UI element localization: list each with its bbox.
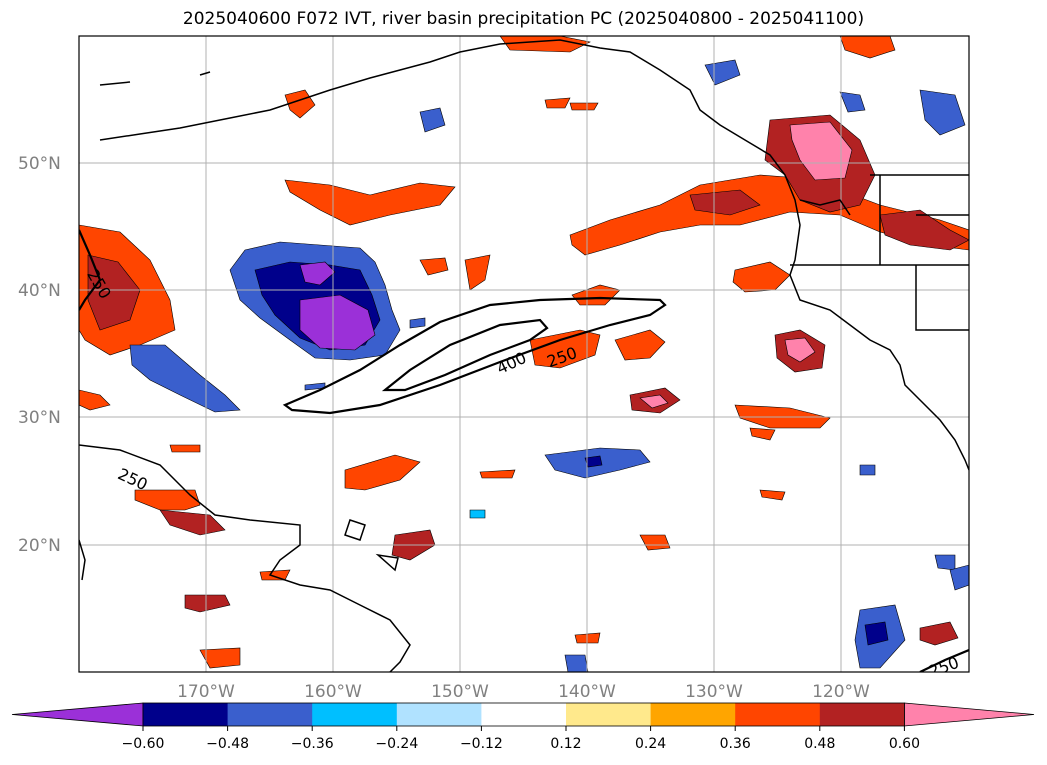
colorbar-segment bbox=[143, 703, 229, 726]
colorbar-extend-max bbox=[904, 702, 1035, 727]
lon-label: 160°W bbox=[304, 682, 362, 702]
precip-positive-areas bbox=[79, 36, 969, 669]
map-frame bbox=[78, 35, 970, 673]
colorbar-tick-label: −0.60 bbox=[122, 736, 165, 752]
colorbar bbox=[11, 702, 1035, 727]
colorbar-ticks: −0.60 −0.48 −0.36 −0.24 −0.12 0.12 0.24 0.36 0.4… bbox=[122, 726, 920, 752]
colorbar-tick-label: 0.36 bbox=[720, 736, 751, 752]
ivt-contour-250-south bbox=[919, 648, 969, 672]
colorbar-segment bbox=[481, 703, 567, 726]
lat-label: 20°N bbox=[18, 536, 61, 556]
lat-label: 40°N bbox=[18, 281, 61, 301]
colorbar-tick-label: 0.24 bbox=[635, 736, 666, 752]
colorbar-tick-label: −0.48 bbox=[206, 736, 249, 752]
colorbar-segment bbox=[566, 703, 652, 726]
lat-label: 30°N bbox=[18, 408, 61, 428]
ivt-contour-250-main bbox=[282, 296, 667, 415]
colorbar-outline bbox=[142, 702, 905, 727]
colorbar-segment bbox=[227, 703, 313, 726]
colorbar-segment bbox=[650, 703, 736, 726]
colorbar-tick-label: −0.24 bbox=[375, 736, 418, 752]
colorbar-tick-label: 0.60 bbox=[889, 736, 920, 752]
colorbar-extend-min bbox=[11, 702, 144, 727]
lon-label: 170°W bbox=[177, 682, 235, 702]
lon-label: 120°W bbox=[812, 682, 870, 702]
latitude-labels: 50°N 40°N 30°N 20°N bbox=[18, 154, 61, 556]
colorbar-tick-label: −0.12 bbox=[460, 736, 503, 752]
map-title: 2025040600 F072 IVT, river basin precipi… bbox=[182, 9, 865, 29]
coastlines bbox=[79, 39, 969, 672]
colorbar-segment bbox=[312, 703, 398, 726]
precip-negative-areas bbox=[129, 59, 969, 672]
longitude-labels: 170°W 160°W 150°W 140°W 130°W 120°W bbox=[177, 682, 870, 702]
lon-label: 150°W bbox=[431, 682, 489, 702]
colorbar-tick-label: −0.36 bbox=[291, 736, 334, 752]
lon-label: 140°W bbox=[558, 682, 616, 702]
colorbar-tick-label: 0.12 bbox=[550, 736, 581, 752]
graticule bbox=[79, 36, 969, 672]
colorbar-tick-label: 0.48 bbox=[804, 736, 835, 752]
colorbar-segment bbox=[819, 703, 905, 726]
lat-label: 50°N bbox=[18, 154, 61, 174]
ivt-contour-400-main bbox=[381, 318, 549, 392]
ivt-contours bbox=[79, 229, 969, 672]
map-panel: 250 250 400 250 250 bbox=[79, 36, 969, 672]
colorbar-segment bbox=[396, 703, 482, 726]
lon-label: 130°W bbox=[685, 682, 743, 702]
colorbar-segment bbox=[735, 703, 821, 726]
ivt-contour-250-west bbox=[79, 229, 102, 311]
